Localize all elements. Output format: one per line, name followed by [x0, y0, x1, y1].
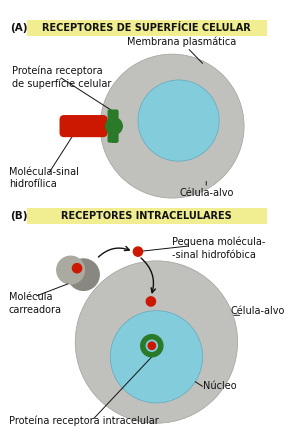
Text: RECEPTORES DE SUPERFÍCIE CELULAR: RECEPTORES DE SUPERFÍCIE CELULAR — [42, 23, 251, 33]
Circle shape — [57, 256, 84, 284]
Circle shape — [146, 297, 156, 306]
Circle shape — [75, 261, 238, 423]
Text: Molécula-sinal
hidrofílica: Molécula-sinal hidrofílica — [9, 167, 79, 189]
Text: Pequena molécula-
-sinal hidrofóbica: Pequena molécula- -sinal hidrofóbica — [172, 237, 265, 260]
FancyBboxPatch shape — [107, 130, 119, 143]
Circle shape — [110, 311, 203, 403]
Text: RECEPTORES INTRACELULARES: RECEPTORES INTRACELULARES — [61, 211, 232, 221]
Text: Molécula
carreadora: Molécula carreadora — [9, 292, 62, 314]
Bar — [112, 113, 117, 143]
Text: Membrana plasmática: Membrana plasmática — [127, 36, 236, 63]
Circle shape — [72, 264, 82, 273]
Text: Célula-alvo: Célula-alvo — [179, 182, 233, 198]
Bar — [27, 20, 267, 36]
Text: Núcleo: Núcleo — [203, 381, 236, 391]
Text: (A): (A) — [11, 23, 28, 33]
Circle shape — [100, 54, 244, 198]
Circle shape — [106, 118, 122, 134]
Circle shape — [133, 247, 142, 256]
Text: (B): (B) — [11, 211, 28, 221]
Text: Proteína receptora intracelular: Proteína receptora intracelular — [9, 416, 159, 426]
Circle shape — [68, 259, 99, 290]
Circle shape — [138, 80, 219, 161]
Circle shape — [148, 342, 156, 349]
FancyBboxPatch shape — [107, 110, 119, 122]
Circle shape — [141, 334, 163, 357]
Circle shape — [146, 340, 157, 351]
Text: Proteína receptora
de superfície celular: Proteína receptora de superfície celular — [13, 65, 112, 89]
FancyBboxPatch shape — [60, 115, 107, 137]
Bar — [27, 208, 267, 224]
Text: Célula-alvo: Célula-alvo — [230, 306, 285, 316]
